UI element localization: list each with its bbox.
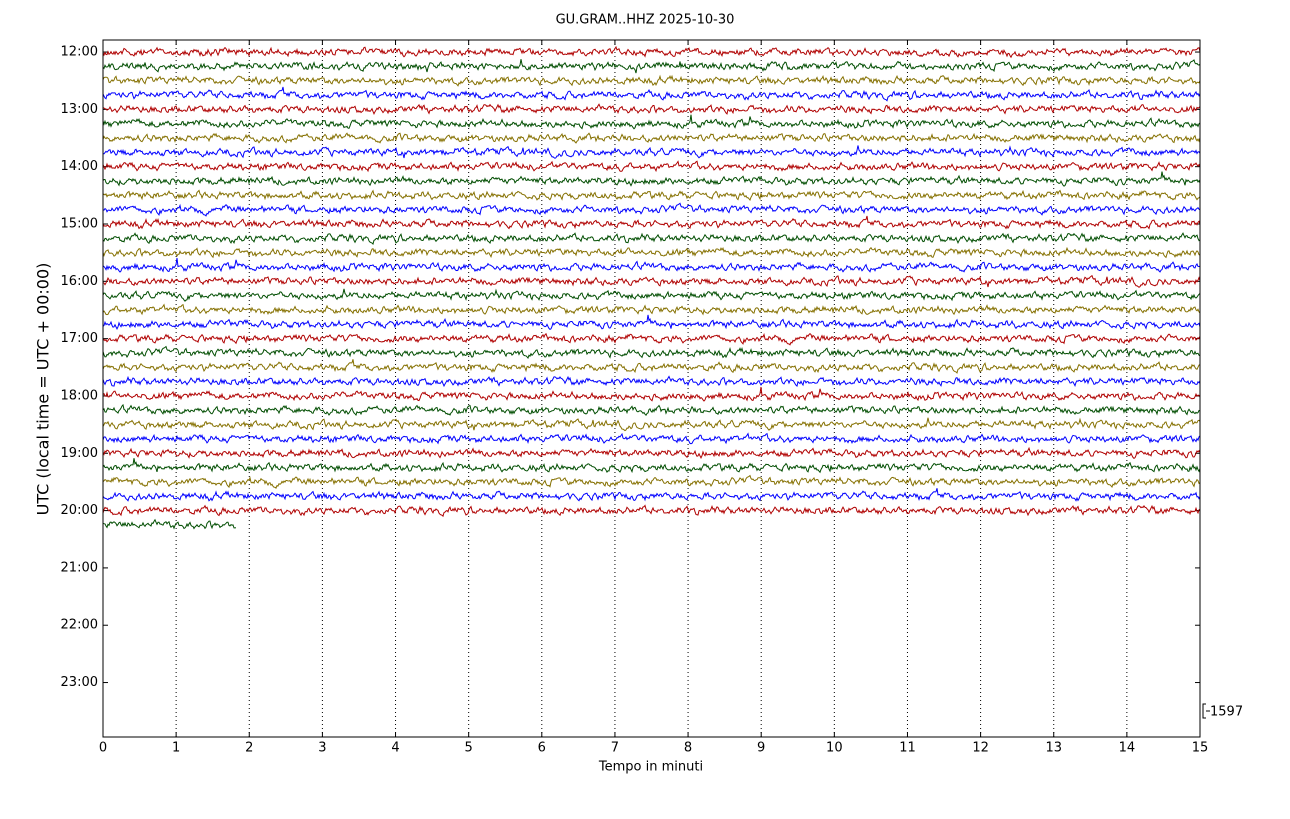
y-tick-label: 12:00: [61, 45, 98, 60]
y-tick-label: 15:00: [61, 216, 98, 231]
trace: [102, 45, 1201, 59]
x-tick-label: 3: [318, 741, 326, 756]
x-tick-label: 10: [826, 741, 843, 756]
trace: [102, 359, 1201, 374]
x-tick-label: 11: [899, 741, 916, 756]
trace: [102, 257, 1201, 273]
x-tick-label: 13: [1045, 741, 1062, 756]
trace: [102, 86, 1201, 102]
trace: [102, 432, 1201, 445]
y-tick-label: 16:00: [61, 274, 98, 289]
y-tick-label: 21:00: [61, 560, 98, 575]
x-tick-label: 0: [99, 741, 107, 756]
x-tick-label: 12: [972, 741, 989, 756]
trace: [102, 303, 1201, 316]
trace: [102, 518, 237, 530]
trace: [102, 474, 1201, 489]
trace: [102, 160, 1201, 173]
x-tick-label: 2: [245, 741, 253, 756]
y-tick-label: 23:00: [61, 675, 98, 690]
y-tick-label: 14:00: [61, 159, 98, 174]
trace: [102, 332, 1201, 346]
trace: [102, 375, 1201, 388]
x-tick-label: 1: [172, 741, 180, 756]
trace: [102, 132, 1201, 144]
trace: [102, 145, 1201, 159]
scale-bar: [1202, 703, 1210, 719]
trace: [102, 458, 1201, 474]
trace: [102, 202, 1201, 217]
y-tick-label: 19:00: [61, 446, 98, 461]
x-tick-label: 7: [611, 741, 619, 756]
trace: [102, 171, 1201, 187]
y-tick-label: 17:00: [61, 331, 98, 346]
plot-frame: [102, 39, 1201, 738]
x-tick-label: 9: [757, 741, 765, 756]
trace: [102, 232, 1201, 245]
trace: [102, 288, 1201, 302]
x-tick-label: 5: [465, 741, 473, 756]
x-tick-label: 8: [684, 741, 692, 756]
y-tick-label: 13:00: [61, 102, 98, 117]
trace: [102, 403, 1201, 417]
y-tick-label: 20:00: [61, 503, 98, 518]
y-tick-label: 22:00: [61, 618, 98, 633]
trace: [102, 386, 1201, 402]
x-tick-label: 14: [1119, 741, 1136, 756]
trace: [102, 504, 1201, 518]
trace: [102, 103, 1201, 116]
trace: [102, 417, 1201, 432]
trace: [102, 246, 1201, 259]
x-tick-label: 15: [1192, 741, 1209, 756]
chart-title: GU.GRAM..HHZ 2025-10-30: [556, 13, 735, 28]
trace: [102, 114, 1201, 130]
trace: [102, 446, 1201, 460]
trace: [102, 488, 1201, 502]
trace: [102, 314, 1201, 331]
trace: [102, 274, 1201, 288]
x-tick-label: 6: [538, 741, 546, 756]
x-tick-label: 4: [391, 741, 399, 756]
trace: [102, 59, 1201, 74]
y-axis-label: UTC (local time = UTC + 00:00): [34, 263, 53, 516]
trace: [102, 74, 1201, 87]
trace: [102, 345, 1201, 359]
scale-label: 1597: [1210, 705, 1243, 720]
trace: [102, 215, 1201, 230]
x-axis-label: Tempo in minuti: [598, 760, 703, 775]
y-tick-label: 18:00: [61, 388, 98, 403]
trace: [102, 189, 1201, 201]
